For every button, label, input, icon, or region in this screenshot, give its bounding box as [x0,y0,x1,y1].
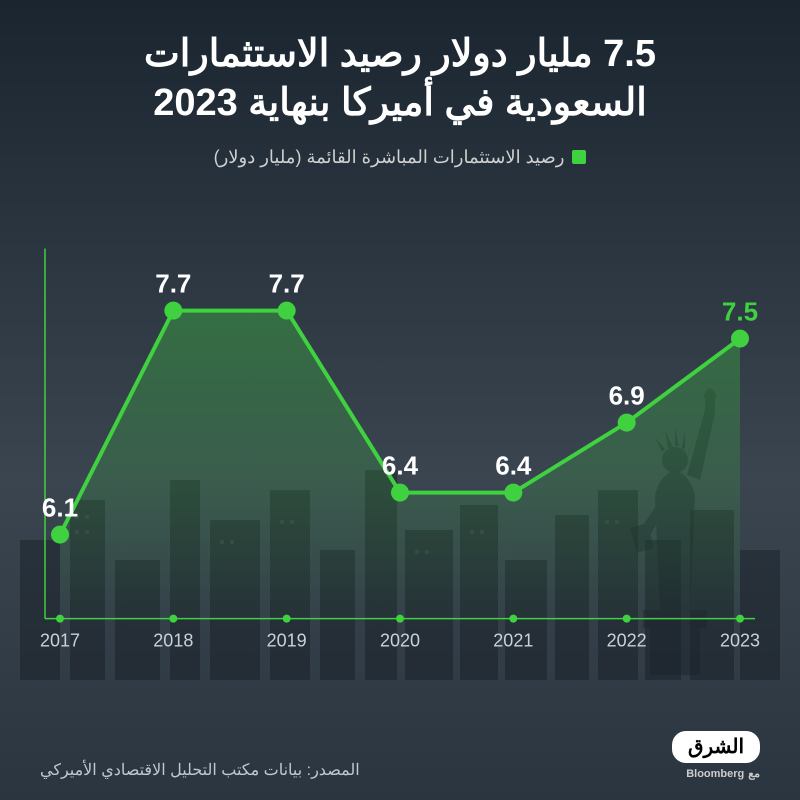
data-label: 6.4 [495,450,532,480]
logo-sub: مع Bloomberg [686,767,760,780]
year-label: 2023 [720,630,760,650]
title-line2: السعودية في أميركا بنهاية 2023 [153,82,647,124]
legend-swatch [572,150,586,164]
legend: رصيد الاستثمارات المباشرة القائمة (مليار… [40,147,760,168]
chart-area: 6.1 2017 7.7 2018 7.7 2019 6.4 2020 6.4 2021 6.9 20… [40,198,760,719]
year-label: 2020 [380,630,420,650]
data-marker [51,525,69,543]
data-marker [731,329,749,347]
year-label: 2019 [267,630,307,650]
logo-main: الشرق [672,731,760,763]
data-label: 7.7 [155,268,191,298]
title-line1: 7.5 مليار دولار رصيد الاستثمارات [144,33,656,75]
axis-tick [736,614,744,622]
axis-tick [283,614,291,622]
data-label: 6.1 [42,492,78,522]
legend-text: رصيد الاستثمارات المباشرة القائمة (مليار… [214,147,565,168]
data-marker [164,301,182,319]
year-label: 2017 [40,630,80,650]
axis-tick [509,614,517,622]
year-label: 2022 [607,630,647,650]
page-title: 7.5 مليار دولار رصيد الاستثمارات السعودي… [40,30,760,129]
axis-tick [169,614,177,622]
data-marker [618,413,636,431]
data-marker [278,301,296,319]
axis-tick [623,614,631,622]
axis-tick [396,614,404,622]
source-text: المصدر: بيانات مكتب التحليل الاقتصادي ال… [40,760,360,780]
axis-tick [56,614,64,622]
data-marker [504,483,522,501]
data-label: 7.5 [722,296,758,326]
year-label: 2018 [153,630,193,650]
data-label: 7.7 [269,268,305,298]
data-marker [391,483,409,501]
data-label: 6.4 [382,450,419,480]
data-label: 6.9 [609,380,645,410]
year-label: 2021 [493,630,533,650]
line-chart: 6.1 2017 7.7 2018 7.7 2019 6.4 2020 6.4 2021 6.9 20… [40,198,760,719]
brand-logo: الشرق مع Bloomberg [672,731,760,780]
